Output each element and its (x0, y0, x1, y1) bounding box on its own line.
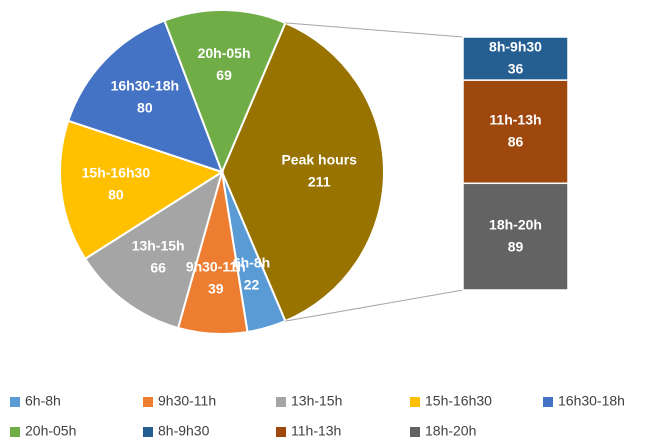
legend-label: 11h-13h (291, 423, 341, 439)
pie-slice (59, 119, 225, 261)
legend-swatch (276, 397, 286, 407)
bar-label: 18h-20h (489, 216, 542, 232)
bar-label: 8h-9h30 (489, 38, 542, 54)
pie-slice (220, 21, 385, 323)
bar-label: 11h-13h (489, 111, 541, 127)
legend-swatch (143, 397, 153, 407)
slice-label: 9h30-11h (186, 258, 246, 274)
bar-value: 86 (508, 133, 524, 149)
bar-segment (462, 182, 569, 291)
slice-value: 69 (216, 67, 232, 83)
slice-label: 15h-16h30 (82, 165, 151, 181)
legend-label: 16h30-18h (558, 393, 625, 409)
legend-swatch (410, 397, 420, 407)
legend-label: 15h-16h30 (425, 393, 492, 409)
slice-label: 16h30-18h (111, 78, 179, 94)
legend-swatch (276, 427, 286, 437)
legend-swatch (143, 427, 153, 437)
pie-slice (83, 169, 224, 330)
slice-label: 6h-8h (233, 254, 270, 270)
legend-label: 20h-05h (25, 423, 76, 439)
legend-label: 13h-15h (291, 393, 342, 409)
legend-label: 9h30-11h (158, 393, 216, 409)
slice-value: 80 (108, 187, 124, 203)
legend-label: 18h-20h (425, 423, 476, 439)
connector (285, 22, 464, 38)
bar-value: 36 (508, 60, 524, 76)
slice-label: Peak hours (281, 152, 357, 168)
slice-value: 211 (308, 174, 331, 190)
slice-label: 20h-05h (198, 45, 251, 61)
bar-value: 89 (508, 238, 524, 254)
slice-value: 80 (137, 100, 153, 116)
pie-slice (67, 19, 224, 174)
legend-swatch (10, 397, 20, 407)
legend-label: 6h-8h (25, 393, 61, 409)
connector (285, 289, 464, 322)
bar-segment (462, 79, 569, 185)
legend-swatch (410, 427, 420, 437)
legend-swatch (10, 427, 20, 437)
legend-label: 8h-9h30 (158, 423, 210, 439)
pie-slice (163, 9, 287, 175)
slice-value: 66 (150, 259, 166, 275)
slice-label: 13h-15h (132, 237, 185, 253)
slice-value: 39 (208, 280, 224, 296)
legend-swatch (543, 397, 553, 407)
slice-value: 22 (244, 276, 260, 292)
